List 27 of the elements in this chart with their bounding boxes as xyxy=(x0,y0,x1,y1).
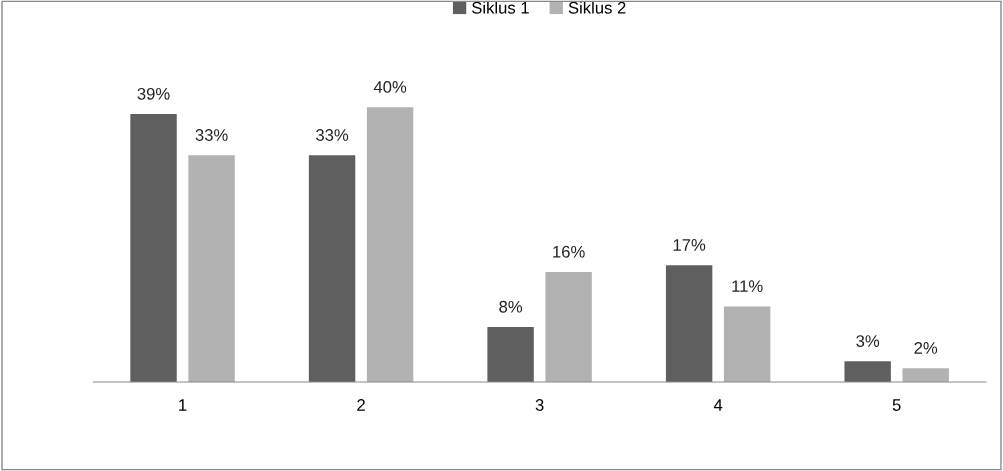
data-label: 16% xyxy=(553,245,585,258)
bar xyxy=(545,272,592,382)
bar xyxy=(902,368,949,382)
data-label: 39% xyxy=(137,87,170,100)
legend-label: Siklus 2 xyxy=(568,1,626,14)
x-tick-label: 3 xyxy=(535,399,544,411)
data-label: 40% xyxy=(373,81,407,93)
data-label: 33% xyxy=(316,129,349,141)
data-label: 17% xyxy=(673,239,706,251)
bar xyxy=(723,306,771,382)
x-tick-label: 1 xyxy=(179,399,187,411)
bar xyxy=(308,155,356,382)
bar xyxy=(188,155,235,382)
bar xyxy=(665,265,713,382)
x-tick-label: 2 xyxy=(357,399,365,411)
bar xyxy=(844,361,891,382)
bar xyxy=(487,327,534,382)
data-label: 11% xyxy=(732,280,763,292)
x-tick-label: 4 xyxy=(713,399,723,411)
x-tick-label: 5 xyxy=(892,399,901,411)
data-label: 33% xyxy=(195,129,228,141)
data-label: 8% xyxy=(499,300,523,313)
data-label: 3% xyxy=(856,335,880,347)
legend-label: Siklus 1 xyxy=(472,1,529,14)
data-label: 2% xyxy=(914,342,938,354)
bar xyxy=(130,114,177,382)
bar xyxy=(366,107,414,382)
